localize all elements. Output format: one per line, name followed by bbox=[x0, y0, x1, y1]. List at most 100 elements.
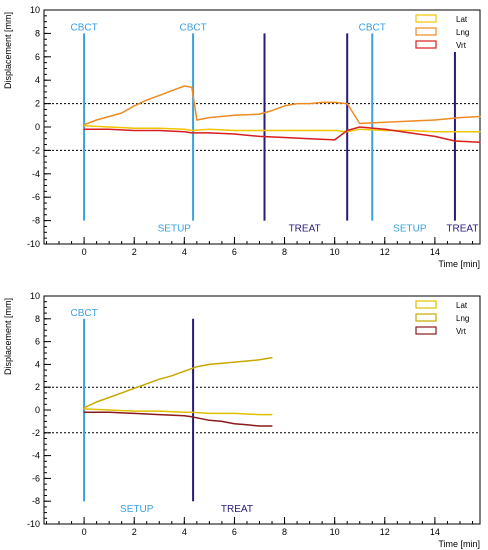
series-point bbox=[309, 138, 311, 140]
series-point bbox=[258, 113, 261, 115]
series-point bbox=[191, 129, 193, 132]
event-annotation: TREAT bbox=[221, 504, 253, 515]
series-point bbox=[271, 413, 273, 416]
series-point bbox=[83, 125, 85, 127]
series-point bbox=[479, 131, 481, 133]
series-point bbox=[271, 356, 273, 359]
series-point bbox=[246, 360, 248, 362]
series-point bbox=[334, 139, 336, 141]
y-tick-label: -10 bbox=[27, 239, 40, 249]
x-tick-label: 4 bbox=[182, 527, 187, 537]
series-point bbox=[121, 392, 123, 394]
series-point bbox=[183, 370, 185, 372]
series-point bbox=[258, 135, 261, 137]
series-point bbox=[208, 412, 210, 415]
x-tick-label: 6 bbox=[232, 527, 237, 537]
series-point bbox=[133, 387, 135, 389]
y-tick-label: -10 bbox=[27, 519, 40, 529]
series-point bbox=[158, 413, 160, 416]
event-annotation: CBCT bbox=[70, 308, 97, 319]
legend-label: Lng bbox=[456, 28, 469, 37]
series-point bbox=[191, 132, 193, 134]
series-line-lng bbox=[83, 356, 273, 409]
series-point bbox=[233, 361, 236, 363]
y-tick-label: 4 bbox=[35, 75, 40, 85]
y-tick-label: -6 bbox=[32, 192, 40, 202]
series-point bbox=[409, 132, 411, 134]
series-point bbox=[384, 121, 386, 123]
y-tick-label: -8 bbox=[32, 496, 40, 506]
x-axis-title: Time [min] bbox=[438, 539, 480, 549]
y-tick-label: 2 bbox=[35, 99, 40, 109]
series-point bbox=[158, 129, 160, 132]
series-point bbox=[271, 425, 273, 427]
series-point bbox=[384, 128, 386, 130]
y-tick-label: -6 bbox=[32, 473, 40, 483]
y-tick-label: 4 bbox=[35, 359, 40, 369]
series-point bbox=[346, 103, 348, 105]
series-point bbox=[233, 133, 236, 135]
y-tick-label: 8 bbox=[35, 314, 40, 324]
series-point bbox=[146, 99, 148, 101]
series-line-lat bbox=[84, 408, 272, 416]
legend-label: Vrt bbox=[456, 327, 467, 336]
x-tick-label: 14 bbox=[430, 527, 440, 537]
series-point bbox=[133, 105, 135, 107]
event-annotation: CBCT bbox=[179, 22, 206, 33]
series-point bbox=[183, 128, 185, 130]
series-point bbox=[208, 128, 210, 130]
series-point bbox=[96, 119, 98, 121]
event-annotation: CBCT bbox=[359, 22, 386, 33]
series-point bbox=[479, 141, 481, 143]
series-point bbox=[208, 419, 210, 421]
series-point bbox=[283, 136, 286, 139]
legend-label: Lng bbox=[456, 314, 469, 323]
series-point bbox=[409, 120, 411, 122]
y-tick-label: 2 bbox=[35, 382, 40, 392]
series-point bbox=[191, 86, 193, 88]
x-tick-label: 8 bbox=[282, 247, 287, 257]
y-tick-label: 10 bbox=[30, 5, 40, 15]
series-point bbox=[221, 420, 223, 422]
series-point bbox=[183, 85, 185, 87]
x-tick-label: 10 bbox=[330, 527, 340, 537]
series-point bbox=[434, 131, 436, 133]
series-point bbox=[108, 409, 110, 411]
series-point bbox=[158, 410, 160, 412]
series-point bbox=[158, 127, 160, 129]
y-tick-label: -4 bbox=[32, 169, 40, 179]
series-point bbox=[83, 128, 85, 130]
event-annotation: TREAT bbox=[289, 224, 321, 235]
series-point bbox=[459, 131, 461, 133]
series-point bbox=[83, 411, 85, 413]
x-tick-label: 12 bbox=[380, 527, 390, 537]
series-point bbox=[108, 126, 110, 128]
event-annotation: SETUP bbox=[158, 224, 192, 235]
series-point bbox=[108, 411, 110, 413]
series-point bbox=[283, 129, 286, 132]
y-tick-label: -8 bbox=[32, 216, 40, 226]
legend-label: Lat bbox=[456, 301, 468, 310]
series-point bbox=[171, 375, 173, 377]
series-point bbox=[258, 425, 261, 427]
y-tick-label: 10 bbox=[30, 291, 40, 301]
legend-swatch bbox=[415, 300, 437, 309]
series-point bbox=[233, 114, 236, 116]
series-point bbox=[196, 119, 198, 121]
series-point bbox=[334, 101, 336, 104]
y-tick-label: -4 bbox=[32, 451, 40, 461]
series-point bbox=[359, 126, 361, 128]
legend-box bbox=[412, 12, 478, 52]
series-point bbox=[359, 122, 361, 125]
series-point bbox=[108, 128, 110, 130]
series-point bbox=[459, 117, 461, 119]
series-point bbox=[183, 415, 185, 417]
series-point bbox=[271, 110, 273, 112]
event-annotation: TREAT bbox=[446, 224, 478, 235]
y-tick-label: 6 bbox=[35, 337, 40, 347]
y-tick-label: 0 bbox=[35, 405, 40, 415]
x-tick-label: 4 bbox=[182, 247, 187, 257]
x-tick-label: 2 bbox=[132, 527, 137, 537]
chart-panel-1: -10 -8 -6 -4 -2 0 2 4 6 8 10 0 2 4 6 8 10 12 14 Displacemen… bbox=[3, 5, 481, 269]
